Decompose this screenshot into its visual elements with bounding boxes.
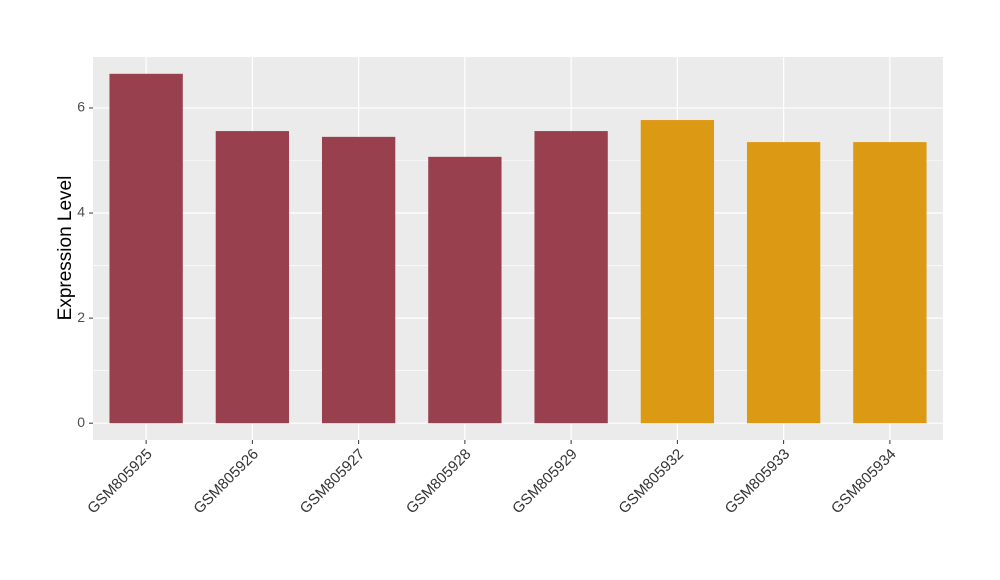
x-tick-label: GSM805933 (722, 446, 794, 518)
x-tick-label: GSM805928 (403, 446, 475, 518)
bar (534, 131, 608, 424)
y-tick-label: 6 (77, 99, 85, 115)
x-tick-label: GSM805929 (509, 446, 581, 518)
bar (215, 131, 290, 424)
x-tick-label: GSM805926 (190, 446, 262, 518)
bar (109, 73, 183, 424)
y-tick-label: 0 (77, 414, 85, 430)
bar (640, 120, 715, 424)
x-tick-label: GSM805927 (297, 446, 369, 518)
y-axis-title: Expression Level (55, 176, 76, 321)
bar (746, 142, 821, 424)
bar (321, 136, 396, 424)
x-tick-label: GSM805925 (84, 446, 156, 518)
y-tick-label: 4 (77, 204, 85, 220)
x-tick-label: GSM805934 (828, 446, 900, 518)
y-tick-label: 2 (77, 309, 85, 325)
bar (853, 142, 927, 424)
bar (428, 156, 502, 424)
x-tick-label: GSM805932 (615, 446, 687, 518)
